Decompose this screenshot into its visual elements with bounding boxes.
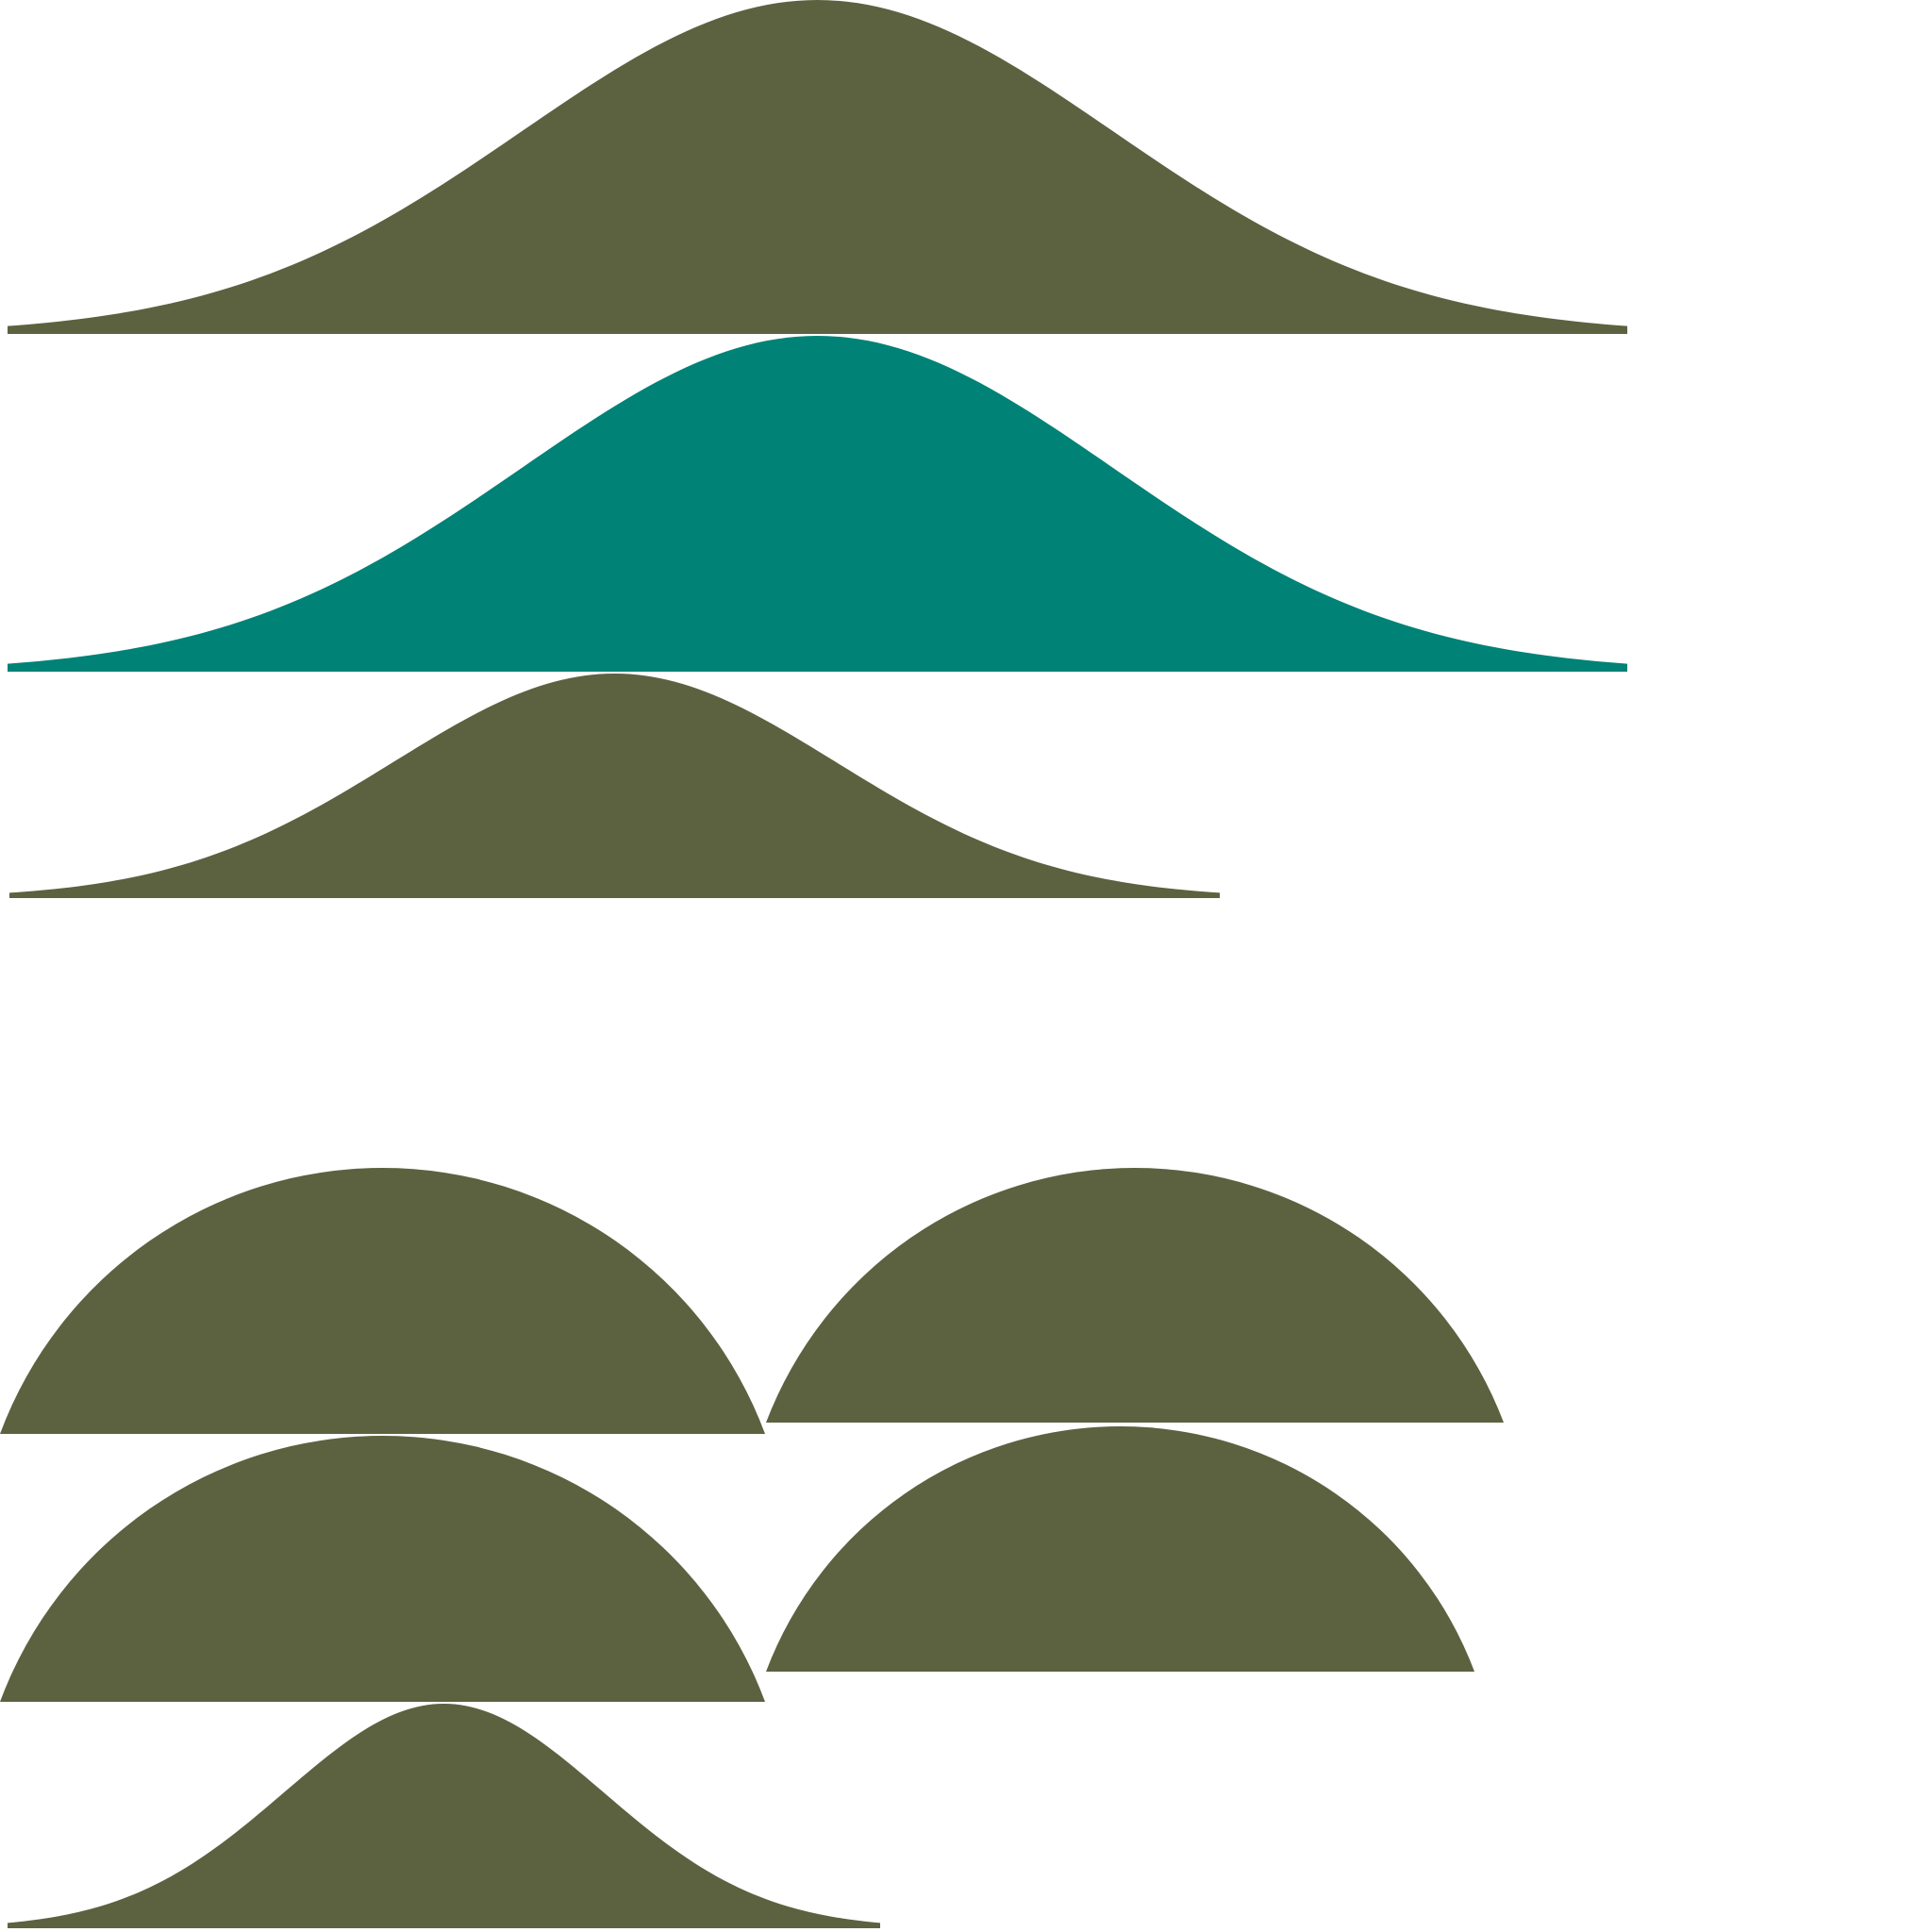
dome-middle-left-olive <box>0 1435 765 1702</box>
bell-mound-small-olive <box>8 1704 880 1928</box>
shapes-layer <box>0 0 1627 1928</box>
bell-mound-large-olive <box>8 0 1627 334</box>
bell-mound-medium-olive <box>9 674 1220 898</box>
bell-mound-large-teal <box>8 336 1627 672</box>
dome-top-right-olive <box>766 1167 1504 1423</box>
dome-middle-right-olive <box>766 1425 1474 1672</box>
dome-top-left-olive <box>0 1167 765 1434</box>
